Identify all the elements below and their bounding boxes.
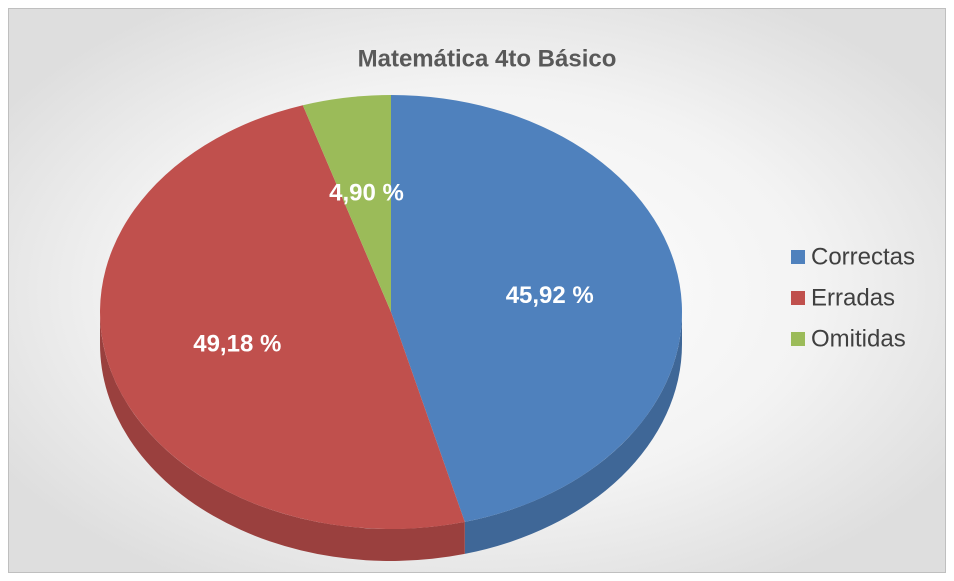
legend-swatch: [791, 332, 805, 346]
data-label: 45,92 %: [506, 282, 594, 309]
legend-label: Omitidas: [811, 325, 906, 352]
legend-swatch: [791, 250, 805, 264]
data-label: 4,90 %: [329, 179, 404, 206]
legend-swatch: [791, 291, 805, 305]
chart-title: Matemática 4to Básico: [358, 45, 617, 72]
pie-slice: [99, 105, 465, 530]
data-label: 49,18 %: [193, 331, 281, 358]
legend-label: Erradas: [811, 284, 895, 311]
pie-slice: [391, 95, 682, 522]
pie-slice: [302, 95, 391, 312]
legend-label: Correctas: [811, 243, 915, 270]
pie-side: [464, 312, 682, 554]
pie: 45,92 % 49,18 % 4,90 %: [99, 95, 682, 561]
pie-side: [100, 312, 465, 561]
legend: Correctas Erradas Omitidas: [791, 243, 915, 352]
